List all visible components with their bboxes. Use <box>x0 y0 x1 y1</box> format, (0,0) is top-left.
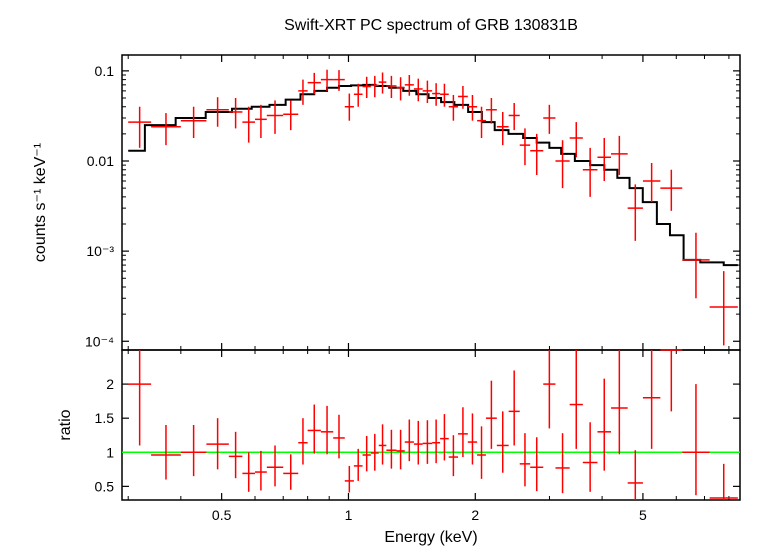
x-axis-label: Energy (keV) <box>384 529 477 546</box>
x-tick-label: 1 <box>345 507 353 523</box>
model-step-line <box>128 85 738 265</box>
y-tick-label-bottom: 0.5 <box>95 478 115 494</box>
y-axis-label-top: counts s⁻¹ keV⁻¹ <box>32 143 49 262</box>
y-tick-label-bottom: 1 <box>106 444 114 460</box>
y-tick-label-bottom: 2 <box>106 376 114 392</box>
y-axis-label-bottom: ratio <box>57 409 74 440</box>
plot-svg: Swift-XRT PC spectrum of GRB 130831B 0.5 1… <box>0 0 758 556</box>
y-tick-label-top: 10⁻³ <box>86 243 114 259</box>
y-tick-label-top: 0.1 <box>95 63 115 79</box>
spectrum-plot: Swift-XRT PC spectrum of GRB 130831B 0.5 1… <box>0 0 758 556</box>
x-tick-label: 2 <box>471 507 479 523</box>
x-tick-label: 5 <box>639 507 647 523</box>
y-tick-label-top: 10⁻⁴ <box>85 333 114 349</box>
x-tick-label: 0.5 <box>212 507 232 523</box>
y-tick-label-bottom: 1.5 <box>95 410 115 426</box>
plot-title: Swift-XRT PC spectrum of GRB 130831B <box>284 17 578 34</box>
y-tick-label-top: 0.01 <box>87 153 114 169</box>
bottom-panel-frame <box>122 350 740 500</box>
ratio-data-group <box>128 350 738 500</box>
